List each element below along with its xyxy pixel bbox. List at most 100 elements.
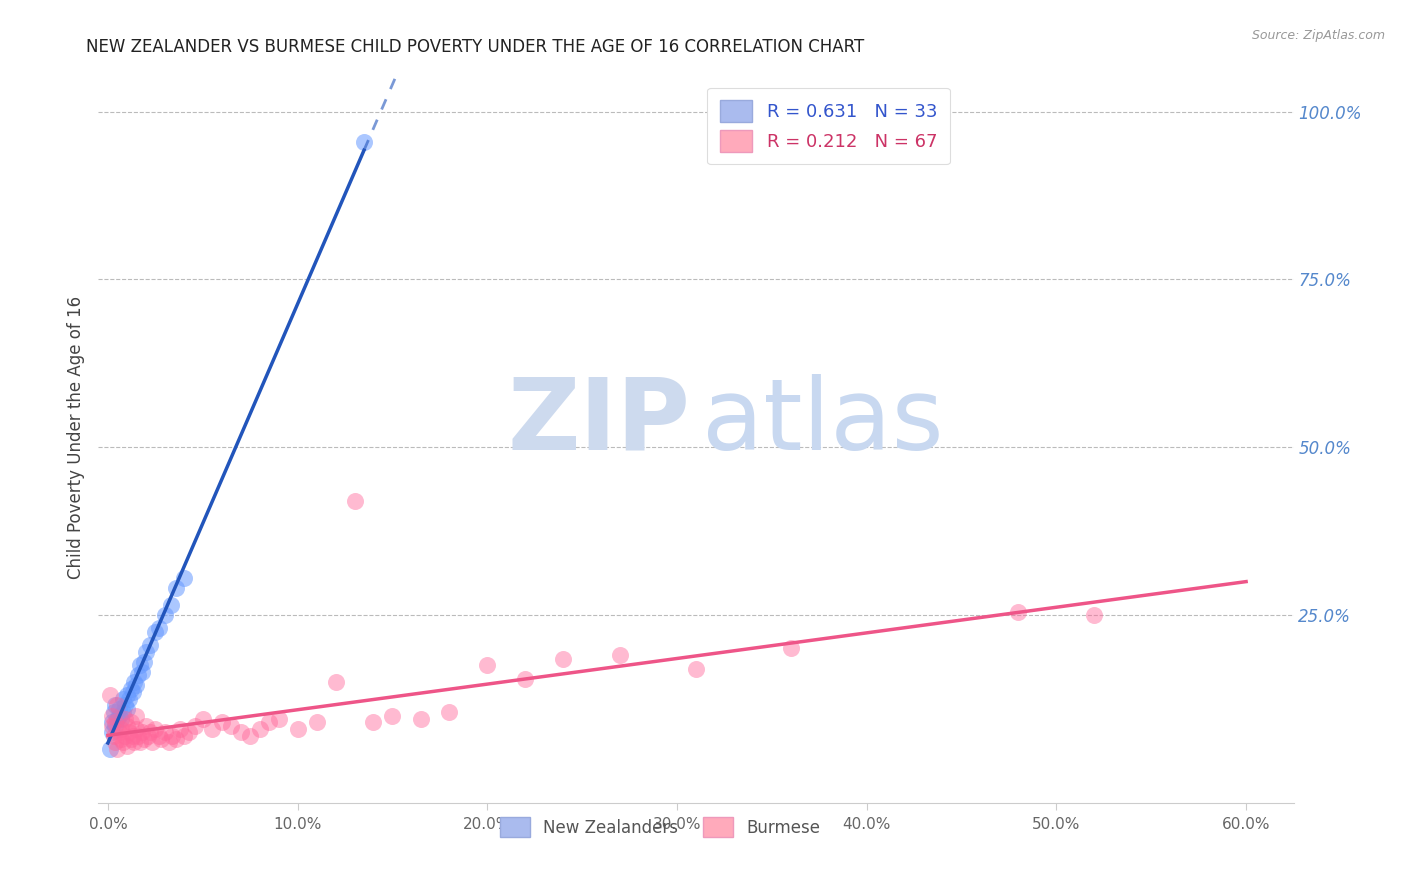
Point <box>219 718 242 732</box>
Point <box>110 712 132 726</box>
Point <box>110 722 132 736</box>
Point <box>104 698 127 713</box>
Point <box>125 722 148 736</box>
Point <box>477 658 499 673</box>
Point <box>179 725 201 739</box>
Point <box>153 725 176 739</box>
Point <box>125 708 148 723</box>
Point <box>131 665 153 679</box>
Point <box>121 685 143 699</box>
Point <box>135 645 157 659</box>
Point <box>201 722 224 736</box>
Point <box>105 742 128 756</box>
Legend: New Zealanders, Burmese: New Zealanders, Burmese <box>492 809 828 846</box>
Point <box>363 715 385 730</box>
Point <box>118 725 141 739</box>
Point <box>104 715 127 730</box>
Point <box>103 705 125 719</box>
Point <box>325 675 347 690</box>
Point <box>267 712 290 726</box>
Point <box>125 678 148 692</box>
Text: Source: ZipAtlas.com: Source: ZipAtlas.com <box>1251 29 1385 42</box>
Point <box>305 715 328 730</box>
Point <box>104 718 127 732</box>
Point <box>121 729 143 743</box>
Point <box>115 739 138 753</box>
Point <box>114 712 136 726</box>
Point <box>229 725 252 739</box>
Point <box>257 715 280 730</box>
Point <box>165 732 187 747</box>
Text: ZIP: ZIP <box>508 374 690 471</box>
Point <box>98 689 121 703</box>
Point <box>108 725 131 739</box>
Point <box>115 718 138 732</box>
Point <box>343 493 366 508</box>
Point <box>118 691 141 706</box>
Point <box>100 725 122 739</box>
Point <box>249 722 271 736</box>
Point <box>129 735 152 749</box>
Point <box>239 729 262 743</box>
Point <box>165 581 187 595</box>
Point <box>108 702 131 716</box>
Point <box>120 732 142 747</box>
Point <box>131 725 153 739</box>
Point <box>112 735 135 749</box>
Point <box>148 621 170 635</box>
Point <box>114 729 136 743</box>
Point <box>287 722 309 736</box>
Point <box>114 698 136 713</box>
Point <box>162 729 184 743</box>
Point <box>1083 607 1105 622</box>
Point <box>1007 605 1029 619</box>
Point <box>685 662 707 676</box>
Point <box>138 638 160 652</box>
Point <box>173 571 195 585</box>
Point <box>381 708 404 723</box>
Point <box>173 729 195 743</box>
Point <box>157 735 180 749</box>
Point <box>138 725 160 739</box>
Point <box>98 742 121 756</box>
Point <box>553 651 575 665</box>
Point <box>108 708 131 723</box>
Point <box>105 712 128 726</box>
Point <box>148 729 170 743</box>
Point <box>104 735 127 749</box>
Point <box>110 732 132 747</box>
Point <box>141 735 163 749</box>
Text: atlas: atlas <box>702 374 943 471</box>
Point <box>143 624 166 639</box>
Point <box>169 722 191 736</box>
Point <box>439 705 461 719</box>
Point <box>135 718 157 732</box>
Point <box>136 729 159 743</box>
Point <box>100 718 122 732</box>
Point <box>779 641 801 656</box>
Point <box>153 607 176 622</box>
Point <box>132 732 155 747</box>
Point <box>127 729 149 743</box>
Point <box>124 675 146 690</box>
Point <box>143 722 166 736</box>
Text: NEW ZEALANDER VS BURMESE CHILD POVERTY UNDER THE AGE OF 16 CORRELATION CHART: NEW ZEALANDER VS BURMESE CHILD POVERTY U… <box>87 38 865 56</box>
Point <box>211 715 233 730</box>
Point <box>100 708 122 723</box>
Point <box>353 135 375 149</box>
Point <box>115 689 138 703</box>
Point <box>120 681 142 696</box>
Point <box>127 668 149 682</box>
Point <box>132 655 155 669</box>
Point <box>120 715 142 730</box>
Point <box>115 702 138 716</box>
Point <box>515 672 537 686</box>
Point <box>609 648 631 662</box>
Point <box>100 715 122 730</box>
Point <box>409 712 432 726</box>
Point <box>159 598 181 612</box>
Point <box>103 729 125 743</box>
Point <box>184 718 207 732</box>
Point <box>129 658 152 673</box>
Point <box>112 705 135 719</box>
